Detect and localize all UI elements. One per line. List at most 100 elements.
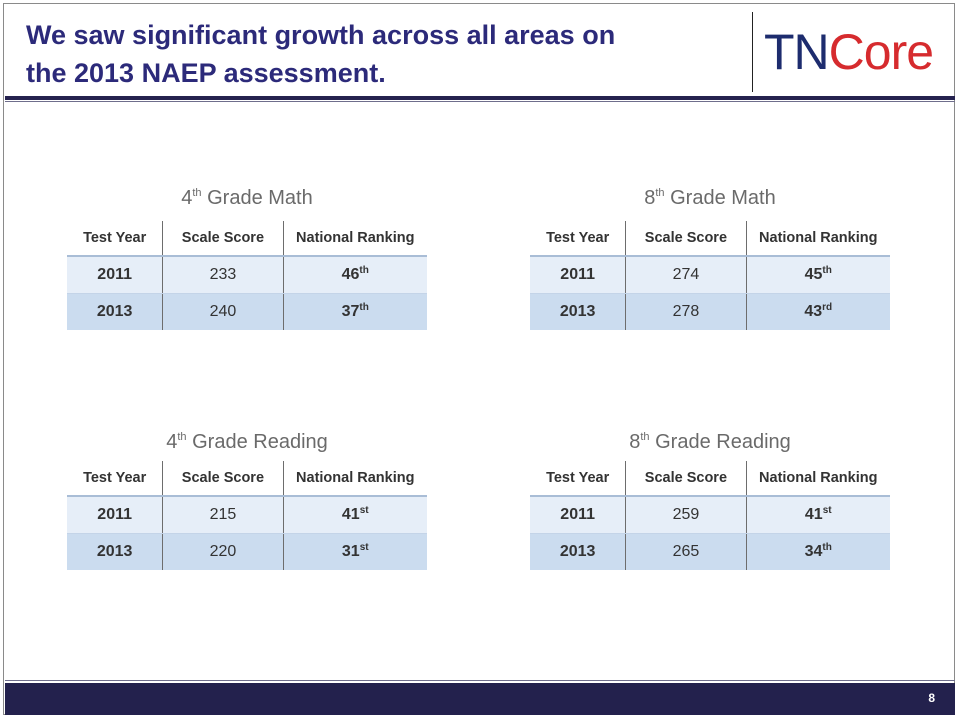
cell-rank: 46th [283,256,427,294]
subject-label: Grade Math [670,187,776,209]
grade-suffix: th [177,431,187,443]
slide-title-line-1: We saw significant growth across all are… [26,20,616,50]
grade-number: 4 [181,187,193,209]
grade-suffix: th [655,187,665,199]
rank-suffix: th [822,265,832,276]
cell-score: 215 [162,496,284,534]
results-table: Test Year Scale Score National Ranking 2… [530,221,890,330]
table-title: 4th Grade Reading [67,427,427,457]
rank-number: 43 [804,303,823,320]
col-header-score: Scale Score [625,221,747,257]
subject-label: Grade Reading [192,431,328,453]
rank-suffix: st [359,542,369,553]
cell-year: 2011 [530,496,627,534]
cell-rank: 41st [283,496,427,534]
page-number: 8 [928,691,935,705]
rank-number: 34 [804,543,823,560]
table-header-row: Test Year Scale Score National Ranking [530,221,890,257]
logo-divider [752,12,753,92]
cell-year: 2013 [530,533,627,570]
cell-year: 2011 [530,256,627,294]
cell-rank: 43rd [746,293,890,330]
col-header-rank: National Ranking [746,221,890,257]
footer-rule-thin [5,680,955,681]
subject-label: Grade Reading [655,431,791,453]
table-title: 8th Grade Math [530,183,890,213]
table-row: 2013 240 37th [67,293,427,330]
cell-rank: 31st [283,533,427,570]
cell-score: 265 [625,533,747,570]
cell-score: 220 [162,533,284,570]
cell-rank: 34th [746,533,890,570]
rank-number: 31 [341,543,360,560]
slide-frame [3,3,955,715]
cell-year: 2011 [67,256,164,294]
cell-rank: 45th [746,256,890,294]
col-header-year: Test Year [67,221,164,257]
table-block-8th-grade-math: 8th Grade Math Test Year Scale Score Nat… [530,183,890,330]
col-header-year: Test Year [67,461,164,497]
rank-number: 41 [341,506,360,523]
col-header-rank: National Ranking [283,461,427,497]
rank-suffix: th [822,542,832,553]
grade-suffix: th [640,431,650,443]
cell-rank: 37th [283,293,427,330]
table-title: 4th Grade Math [67,183,427,213]
table-row: 2011 215 41st [67,496,427,534]
grade-number: 4 [166,431,178,453]
col-header-year: Test Year [530,221,627,257]
grade-number: 8 [644,187,656,209]
cell-score: 278 [625,293,747,330]
table-row: 2013 265 34th [530,533,890,570]
header-rule [5,96,955,100]
cell-score: 240 [162,293,284,330]
logo-core-text: Core [828,24,934,80]
header-rule-thin [5,101,955,102]
slide-title-line-2: the 2013 NAEP assessment. [26,58,386,88]
footer-bar: 8 [5,683,955,715]
results-table: Test Year Scale Score National Ranking 2… [67,461,427,570]
rank-number: 37 [341,303,360,320]
table-header-row: Test Year Scale Score National Ranking [67,221,427,257]
cell-score: 274 [625,256,747,294]
slide-title: We saw significant growth across all are… [26,16,726,92]
rank-suffix: st [359,505,369,516]
grade-suffix: th [192,187,202,199]
table-row: 2011 259 41st [530,496,890,534]
subject-label: Grade Math [207,187,313,209]
rank-suffix: th [359,265,369,276]
logo-tn-text: TN [764,24,830,80]
col-header-rank: National Ranking [283,221,427,257]
rank-number: 46 [341,266,360,283]
cell-score: 259 [625,496,747,534]
rank-suffix: st [822,505,832,516]
cell-score: 233 [162,256,284,294]
rank-number: 41 [804,506,823,523]
cell-year: 2013 [67,293,164,330]
col-header-year: Test Year [530,461,627,497]
rank-suffix: th [359,302,369,313]
cell-year: 2013 [530,293,627,330]
table-block-4th-grade-math: 4th Grade Math Test Year Scale Score Nat… [67,183,427,330]
grade-number: 8 [629,431,641,453]
table-block-4th-grade-reading: 4th Grade Reading Test Year Scale Score … [67,427,427,570]
table-block-8th-grade-reading: 8th Grade Reading Test Year Scale Score … [530,427,890,570]
cell-year: 2013 [67,533,164,570]
table-header-row: Test Year Scale Score National Ranking [530,461,890,497]
col-header-score: Scale Score [625,461,747,497]
col-header-score: Scale Score [162,461,284,497]
cell-year: 2011 [67,496,164,534]
results-table: Test Year Scale Score National Ranking 2… [530,461,890,570]
table-header-row: Test Year Scale Score National Ranking [67,461,427,497]
table-row: 2011 233 46th [67,256,427,294]
col-header-rank: National Ranking [746,461,890,497]
table-row: 2013 278 43rd [530,293,890,330]
table-title: 8th Grade Reading [530,427,890,457]
table-row: 2013 220 31st [67,533,427,570]
tncore-logo: TNCore [764,24,934,80]
cell-rank: 41st [746,496,890,534]
col-header-score: Scale Score [162,221,284,257]
results-table: Test Year Scale Score National Ranking 2… [67,221,427,330]
rank-suffix: rd [822,302,833,313]
table-row: 2011 274 45th [530,256,890,294]
